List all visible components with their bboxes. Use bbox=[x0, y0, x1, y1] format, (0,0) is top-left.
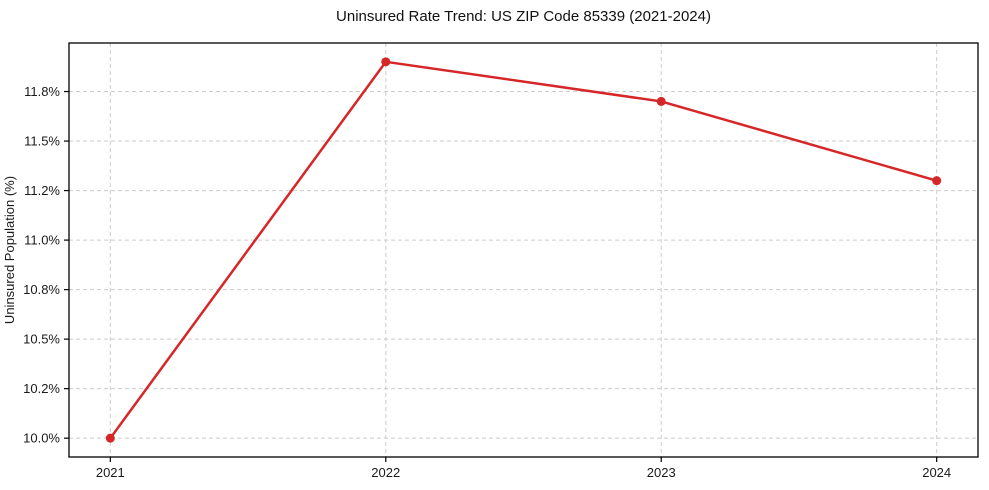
x-tick-label: 2024 bbox=[922, 465, 951, 480]
data-point bbox=[381, 57, 391, 67]
y-axis-label: Uninsured Population (%) bbox=[2, 176, 17, 324]
x-tick-label: 2023 bbox=[647, 465, 676, 480]
x-tick-label: 2022 bbox=[371, 465, 400, 480]
plot-border bbox=[68, 42, 979, 458]
x-tick-label: 2021 bbox=[96, 465, 125, 480]
data-point bbox=[932, 176, 942, 186]
y-tick-label: 10.8% bbox=[23, 282, 60, 297]
y-tick-label: 11.5% bbox=[24, 134, 60, 149]
y-tick-label: 11.8% bbox=[24, 84, 60, 99]
chart-title: Uninsured Rate Trend: US ZIP Code 85339 … bbox=[336, 8, 711, 25]
y-tick-label: 11.0% bbox=[24, 233, 60, 248]
y-tick-label: 10.2% bbox=[23, 381, 60, 396]
data-point bbox=[656, 96, 666, 106]
data-point bbox=[105, 433, 115, 443]
trend-line bbox=[109, 60, 938, 440]
y-tick-label: 10.5% bbox=[23, 332, 60, 347]
y-tick-label: 10.0% bbox=[23, 431, 60, 446]
y-tick-label: 11.2% bbox=[24, 183, 60, 198]
